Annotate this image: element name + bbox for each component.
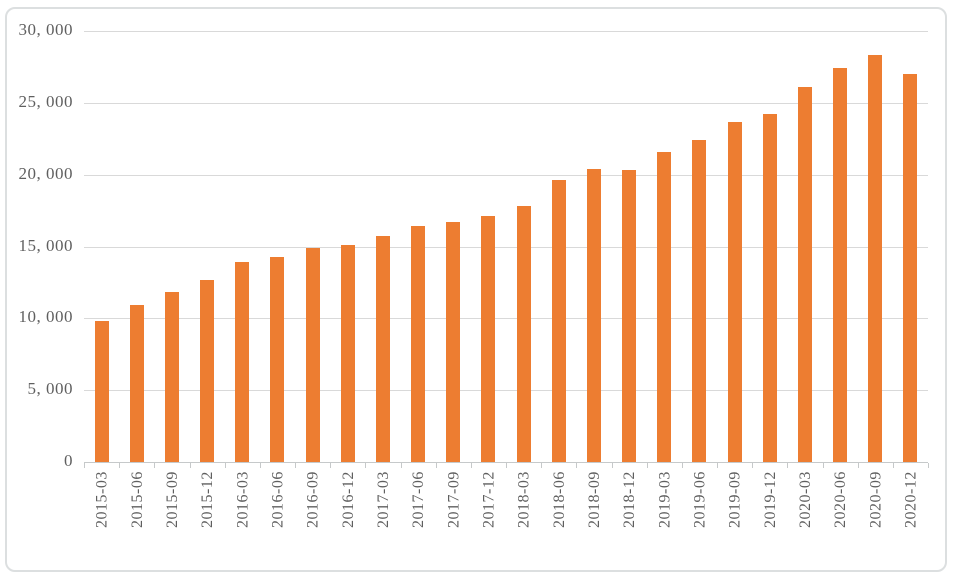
x-axis-tick-label: 2019-09 bbox=[726, 471, 744, 528]
bar bbox=[270, 257, 284, 462]
x-axis-tick-label: 2016-09 bbox=[304, 471, 322, 528]
chart-frame bbox=[5, 7, 947, 572]
gridline bbox=[84, 390, 928, 391]
x-axis-tick-label: 2020-12 bbox=[902, 471, 920, 528]
y-axis-tick-label: 10, 000 bbox=[18, 307, 73, 326]
bar bbox=[798, 87, 812, 462]
x-axis-tick-mark bbox=[647, 463, 648, 468]
x-axis-tick-mark bbox=[576, 463, 577, 468]
x-axis-tick-mark bbox=[787, 463, 788, 468]
x-axis-tick-mark bbox=[119, 463, 120, 468]
x-axis-tick-mark bbox=[365, 463, 366, 468]
bar bbox=[165, 292, 179, 462]
bar bbox=[833, 68, 847, 462]
bar bbox=[411, 226, 425, 462]
x-axis-tick-mark bbox=[330, 463, 331, 468]
x-axis-tick-mark bbox=[436, 463, 437, 468]
bar bbox=[903, 74, 917, 462]
gridline bbox=[84, 318, 928, 319]
y-axis-tick-label: 0 bbox=[64, 451, 73, 470]
x-axis-tick-label: 2018-03 bbox=[515, 471, 533, 528]
bar bbox=[657, 152, 671, 462]
x-axis-tick-mark bbox=[823, 463, 824, 468]
bar bbox=[622, 170, 636, 462]
x-axis-tick-label: 2016-06 bbox=[269, 471, 287, 528]
bar bbox=[763, 114, 777, 462]
x-axis-tick-mark bbox=[471, 463, 472, 468]
bar bbox=[446, 222, 460, 462]
x-axis-tick-mark bbox=[928, 463, 929, 468]
x-axis-tick-mark bbox=[893, 463, 894, 468]
bar bbox=[341, 245, 355, 462]
gridline bbox=[84, 31, 928, 32]
x-axis-tick-mark bbox=[190, 463, 191, 468]
bar bbox=[235, 262, 249, 462]
x-axis-tick-mark bbox=[401, 463, 402, 468]
bar bbox=[692, 140, 706, 462]
x-axis-tick-label: 2016-12 bbox=[339, 471, 357, 528]
x-axis-tick-label: 2018-12 bbox=[621, 471, 639, 528]
x-axis-tick-mark bbox=[506, 463, 507, 468]
x-axis-tick-label: 2017-03 bbox=[374, 471, 392, 528]
x-axis-tick-mark bbox=[858, 463, 859, 468]
x-axis-tick-label: 2020-03 bbox=[796, 471, 814, 528]
x-axis-tick-mark bbox=[717, 463, 718, 468]
x-axis-tick-label: 2017-09 bbox=[445, 471, 463, 528]
gridline bbox=[84, 247, 928, 248]
x-axis-tick-mark bbox=[752, 463, 753, 468]
gridline bbox=[84, 103, 928, 104]
x-axis-tick-mark bbox=[260, 463, 261, 468]
bar bbox=[517, 206, 531, 462]
x-axis-tick-label: 2015-03 bbox=[93, 471, 111, 528]
bar bbox=[552, 180, 566, 462]
x-axis-tick-label: 2020-06 bbox=[832, 471, 850, 528]
x-axis-line bbox=[84, 462, 928, 463]
bar bbox=[728, 122, 742, 462]
bar bbox=[376, 236, 390, 462]
x-axis-tick-label: 2019-06 bbox=[691, 471, 709, 528]
y-axis-tick-label: 20, 000 bbox=[18, 164, 73, 183]
x-axis-tick-mark bbox=[225, 463, 226, 468]
x-axis-tick-label: 2015-06 bbox=[128, 471, 146, 528]
y-axis-tick-label: 25, 000 bbox=[18, 92, 73, 111]
bar bbox=[868, 55, 882, 462]
x-axis-tick-label: 2015-09 bbox=[163, 471, 181, 528]
x-axis-tick-mark bbox=[84, 463, 85, 468]
x-axis-tick-label: 2020-09 bbox=[867, 471, 885, 528]
x-axis-tick-mark bbox=[295, 463, 296, 468]
bar bbox=[95, 321, 109, 462]
bar bbox=[130, 305, 144, 462]
x-axis-tick-mark bbox=[682, 463, 683, 468]
gridline bbox=[84, 175, 928, 176]
bar bbox=[587, 169, 601, 462]
y-axis-tick-label: 30, 000 bbox=[18, 20, 73, 39]
bar bbox=[306, 248, 320, 462]
bar bbox=[481, 216, 495, 462]
x-axis-tick-mark bbox=[154, 463, 155, 468]
x-axis-tick-label: 2018-09 bbox=[585, 471, 603, 528]
x-axis-tick-mark bbox=[612, 463, 613, 468]
x-axis-tick-label: 2019-12 bbox=[761, 471, 779, 528]
y-axis-tick-label: 5, 000 bbox=[27, 379, 73, 398]
x-axis-tick-label: 2016-03 bbox=[234, 471, 252, 528]
y-axis-tick-label: 15, 000 bbox=[18, 236, 73, 255]
x-axis-tick-label: 2017-12 bbox=[480, 471, 498, 528]
bar bbox=[200, 280, 214, 462]
x-axis-tick-label: 2019-03 bbox=[656, 471, 674, 528]
x-axis-tick-label: 2017-06 bbox=[410, 471, 428, 528]
x-axis-tick-mark bbox=[541, 463, 542, 468]
x-axis-tick-label: 2015-12 bbox=[199, 471, 217, 528]
x-axis-tick-label: 2018-06 bbox=[550, 471, 568, 528]
